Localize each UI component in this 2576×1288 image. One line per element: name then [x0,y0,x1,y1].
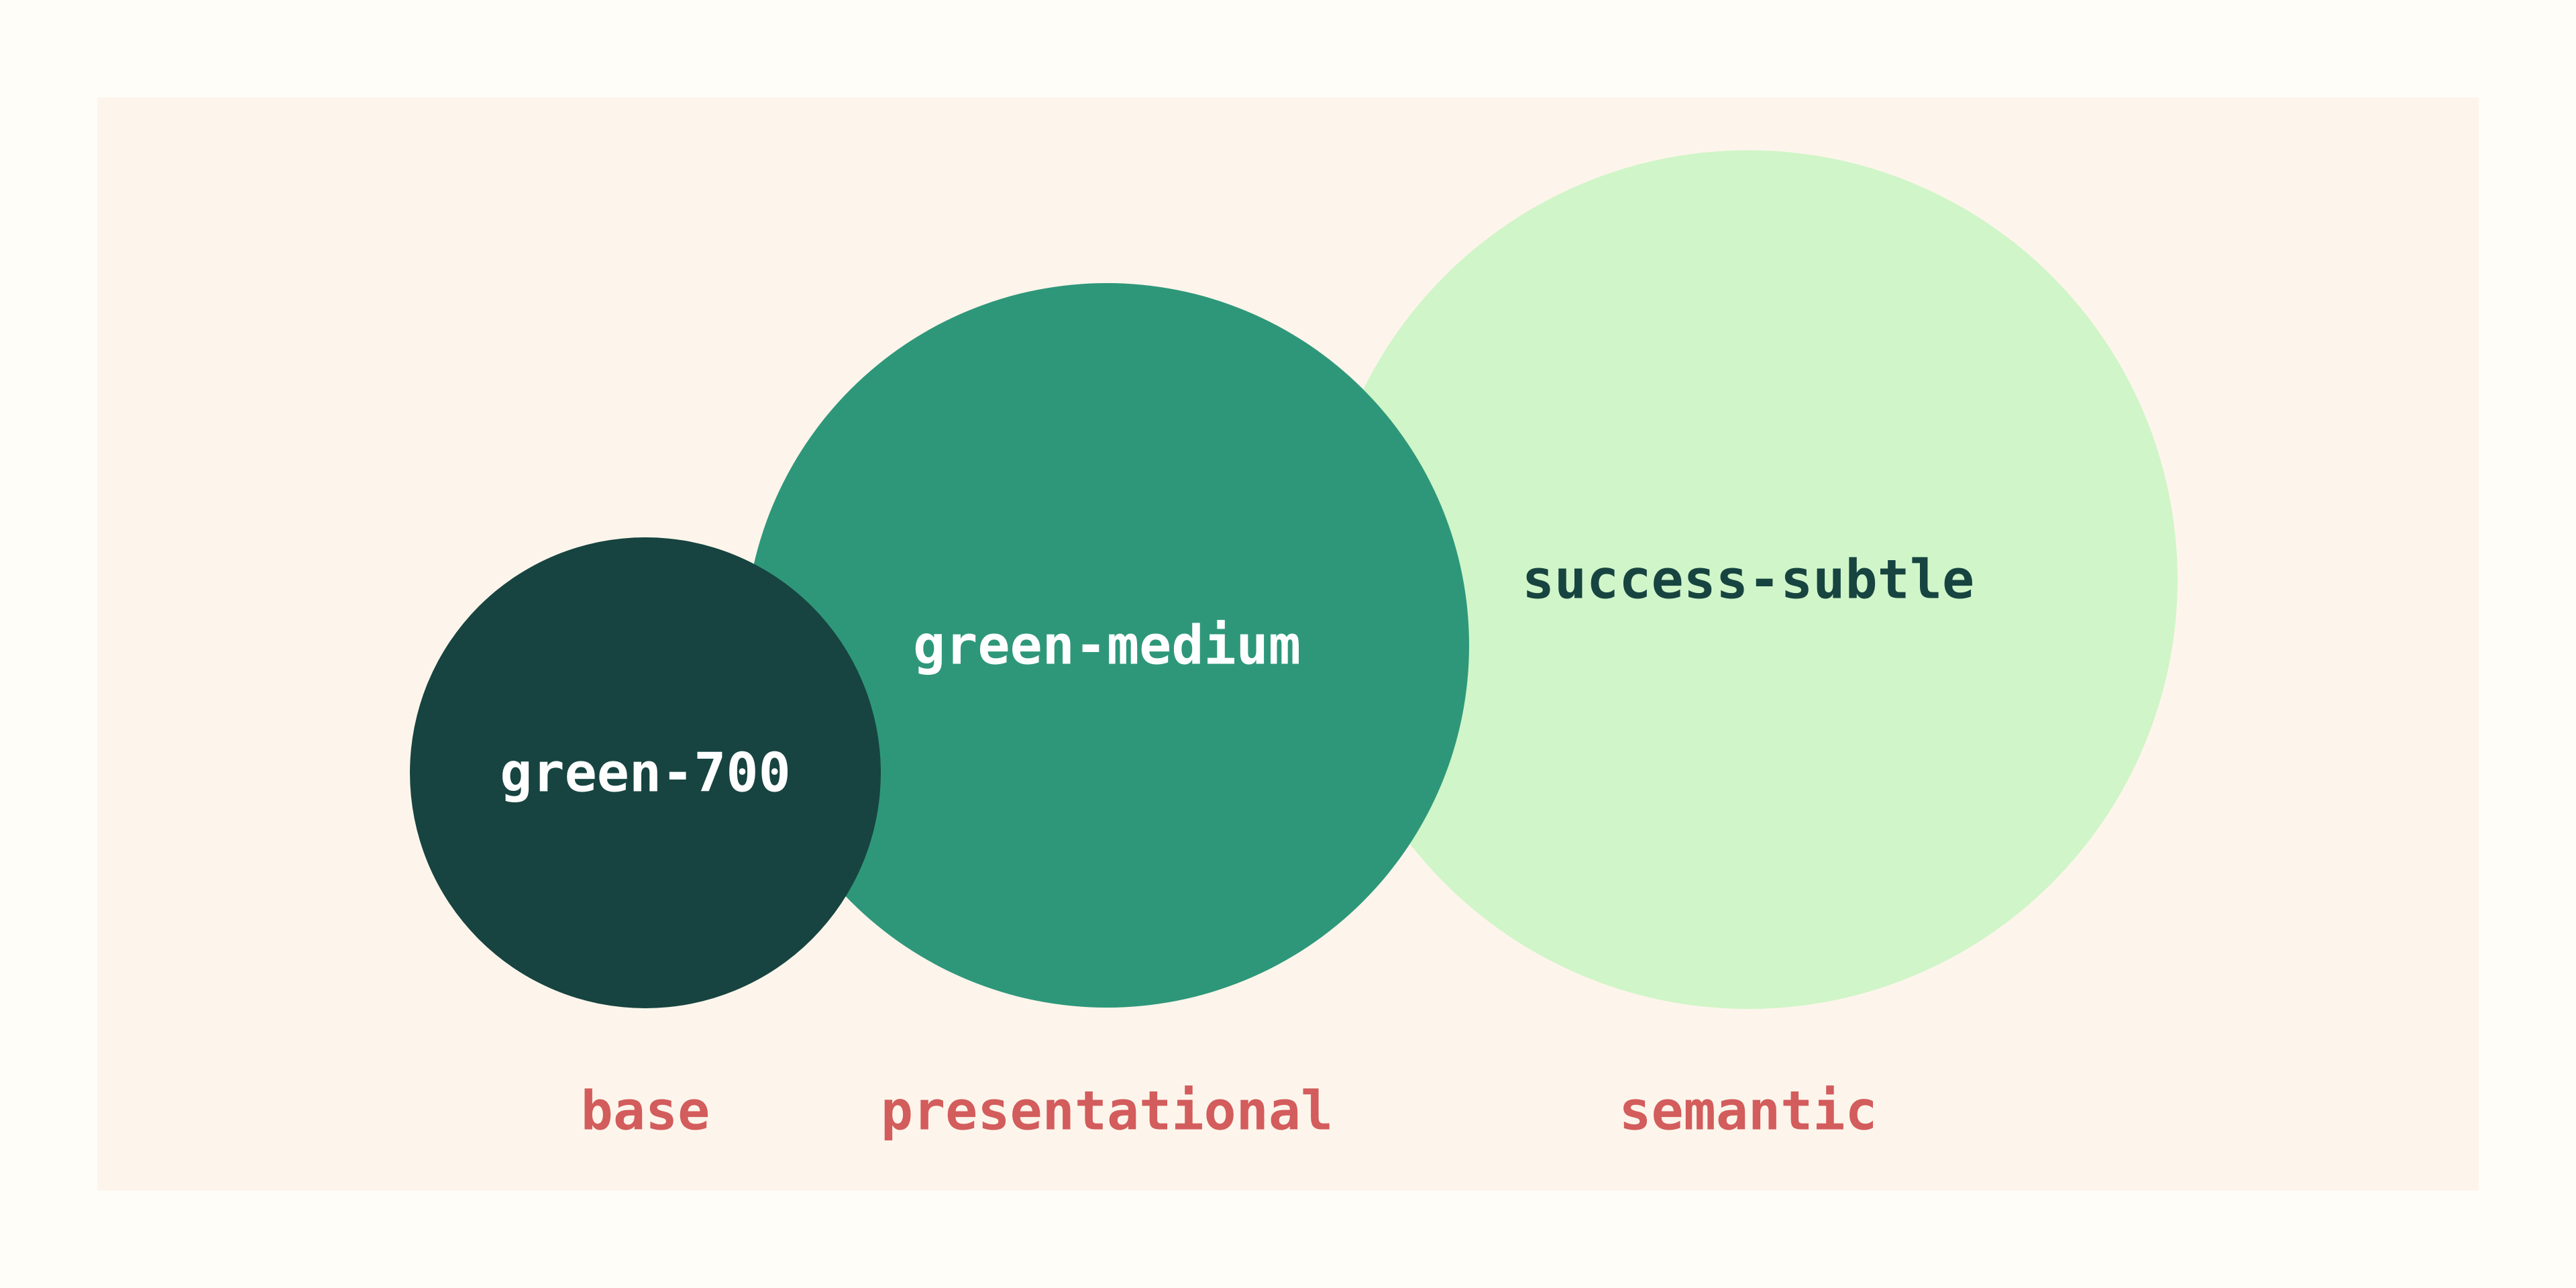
semantic-token-name: success-subtle [1522,549,1974,611]
base-token-circle [410,537,881,1008]
presentational-token-name: green-medium [913,614,1301,677]
base-token-name: green-700 [500,742,790,804]
base-tier-label: base [581,1080,710,1142]
presentational-token-circle [745,283,1469,1008]
semantic-token-circle [1319,150,2178,1009]
presentational-tier-label: presentational [881,1080,1333,1142]
semantic-tier-label: semantic [1619,1080,1877,1142]
